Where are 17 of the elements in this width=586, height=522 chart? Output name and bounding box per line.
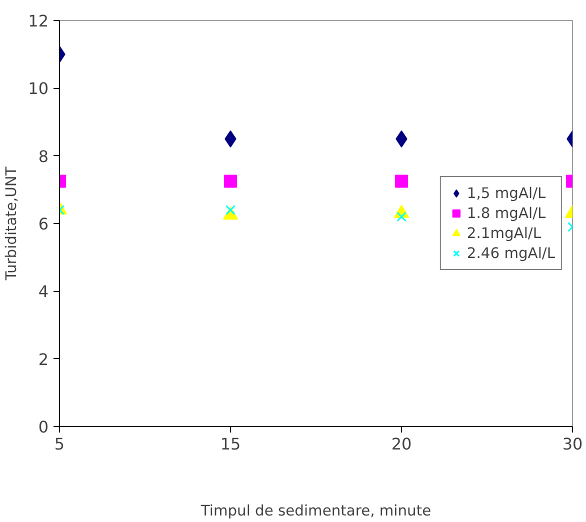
y-tick-label: 2 [38,350,49,369]
x-tick-label: 30 [562,434,583,454]
y-tick-label: 8 [38,146,49,166]
legend-label: 1.8 mgAl/L [466,204,546,222]
y-tick-label: 10 [28,79,48,98]
x-tick-label: 5 [54,434,65,454]
y-tick-label: 0 [38,418,49,436]
legend-label: 1,5 mgAl/L [466,184,546,202]
y-tick-label: 4 [38,282,49,302]
legend-label: 2.1mgAl/L [466,224,542,242]
x-tick-label: 15 [220,434,241,454]
y-tick-label: 6 [38,214,49,234]
x-axis-title: Timpul de sedimentare, minute [200,502,432,520]
x-tick-label: 20 [391,434,412,454]
y-tick-label: 12 [28,12,48,30]
y-axis-title: Turbiditate,UNT [3,166,20,282]
legend-label: 2.46 mgAl/L [466,244,555,262]
